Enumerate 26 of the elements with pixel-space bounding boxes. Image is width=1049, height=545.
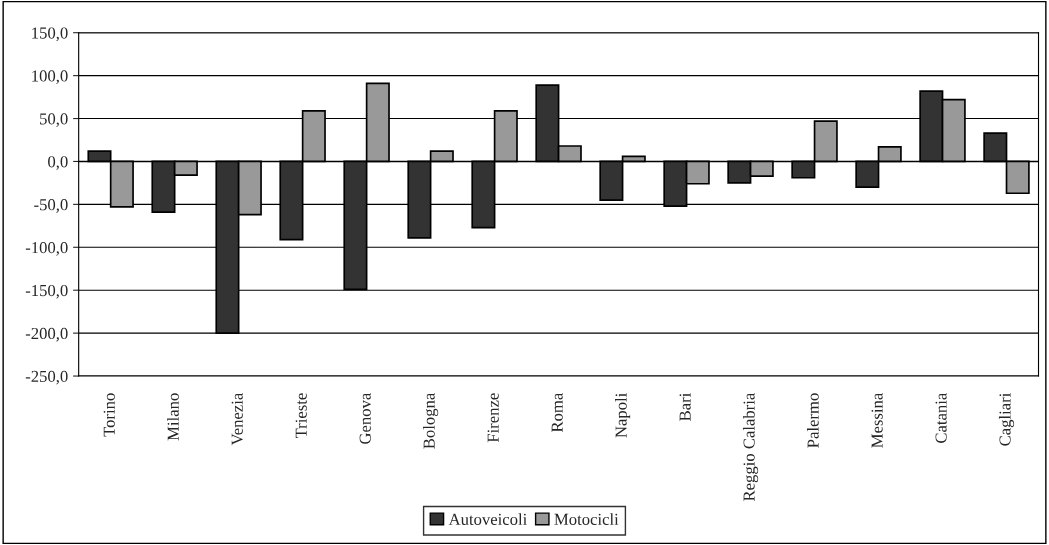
y-tick-label: -200,0 bbox=[25, 327, 68, 342]
x-tick-label: Milano bbox=[167, 393, 179, 441]
x-tick-label: Cagliari bbox=[998, 393, 1015, 446]
x-tick-label: Bari bbox=[679, 393, 691, 421]
x-tick-label: Catania bbox=[935, 392, 947, 443]
y-tick-label: -150,0 bbox=[25, 284, 68, 299]
y-tick-label: -50,0 bbox=[34, 199, 68, 213]
x-tick-label: Napoli bbox=[615, 393, 631, 438]
legend-label: Motocicli bbox=[554, 513, 619, 525]
x-tick-label: Reggio Calabria bbox=[742, 392, 759, 502]
x-tick-label: Trieste bbox=[295, 393, 307, 439]
x-tick-label: Genova bbox=[359, 392, 371, 444]
x-tick-label: Messina bbox=[871, 392, 883, 448]
x-tick-label: Roma bbox=[551, 392, 563, 433]
x-tick-label: Torino bbox=[103, 393, 115, 437]
x-tick-label: Bologna bbox=[423, 392, 439, 449]
y-tick-label: -100,0 bbox=[25, 241, 68, 256]
legend-label: Autoveicoli bbox=[448, 513, 527, 525]
x-tick-label: Firenze bbox=[487, 393, 499, 443]
x-tick-label: Palermo bbox=[806, 393, 819, 448]
x-tick-label: Venezia bbox=[231, 392, 243, 446]
y-tick-label: 100,0 bbox=[32, 70, 68, 84]
y-tick-label: -250,0 bbox=[25, 370, 68, 385]
y-tick-label: 50,0 bbox=[40, 113, 68, 127]
y-tick-label: 150,0 bbox=[32, 27, 68, 42]
y-tick-label: 0,0 bbox=[48, 156, 68, 170]
